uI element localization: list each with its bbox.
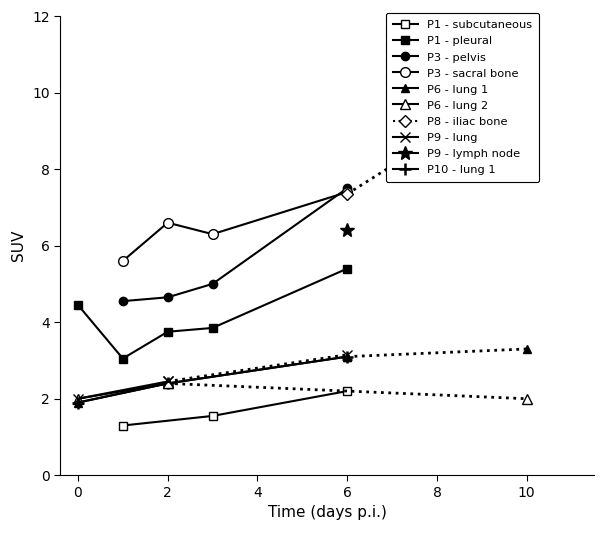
Y-axis label: SUV: SUV — [11, 230, 26, 261]
X-axis label: Time (days p.i.): Time (days p.i.) — [268, 505, 386, 520]
Legend: P1 - subcutaneous, P1 - pleural, P3 - pelvis, P3 - sacral bone, P6 - lung 1, P6 : P1 - subcutaneous, P1 - pleural, P3 - pe… — [386, 12, 539, 182]
